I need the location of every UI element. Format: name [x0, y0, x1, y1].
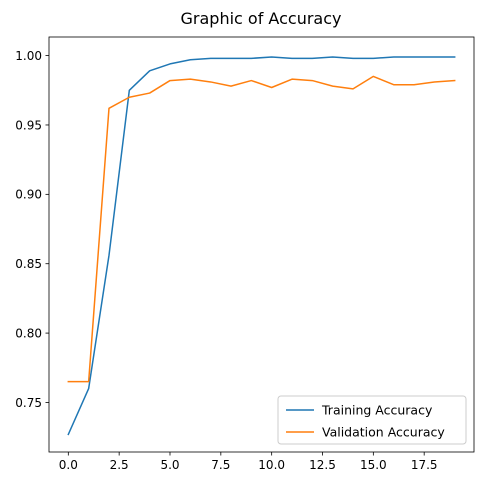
y-tick-label: 0.85 [15, 257, 42, 271]
legend-label-validation: Validation Accuracy [322, 425, 445, 440]
y-tick-label: 0.95 [15, 118, 42, 132]
x-tick-label: 7.5 [211, 458, 230, 472]
legend: Training Accuracy Validation Accuracy [277, 395, 467, 445]
x-tick-label: 15.0 [360, 458, 387, 472]
legend-box [277, 395, 467, 445]
x-tick-label: 5.0 [160, 458, 179, 472]
x-tick-label: 0.0 [59, 458, 78, 472]
legend-label-training: Training Accuracy [321, 403, 433, 418]
x-tick-label: 2.5 [110, 458, 129, 472]
x-tick-label: 10.0 [258, 458, 285, 472]
y-tick-label: 0.80 [15, 326, 42, 340]
y-tick-label: 0.90 [15, 188, 42, 202]
y-tick-label: 0.75 [15, 396, 42, 410]
chart-title: Graphic of Accuracy [181, 9, 342, 28]
x-tick-label: 12.5 [309, 458, 336, 472]
series-line-training [67, 56, 456, 436]
x-tick-label: 17.5 [411, 458, 438, 472]
series-line-validation [67, 75, 456, 383]
y-tick-label: 1.00 [15, 49, 42, 63]
plot-frame [48, 36, 475, 453]
